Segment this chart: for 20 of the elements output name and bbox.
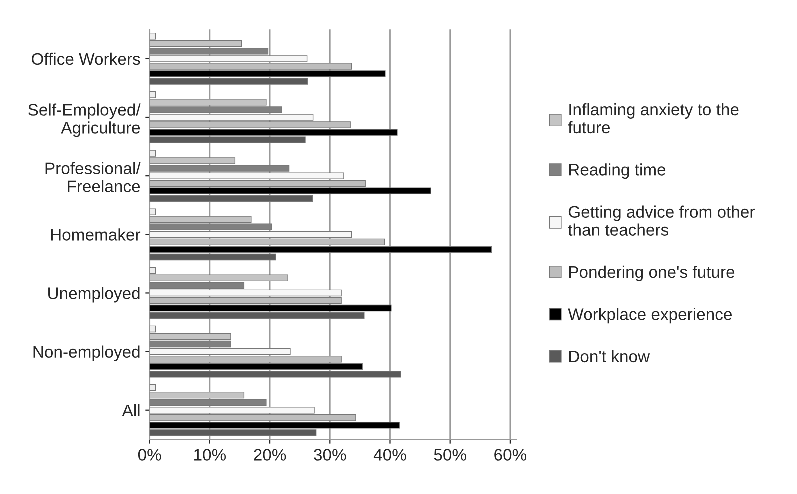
x-tick-label: 50%	[434, 449, 466, 461]
y-tick-label: Professional/ Freelance	[46, 162, 141, 192]
legend-label: Workplace experience	[568, 308, 732, 324]
legend-label: Don't know	[569, 350, 650, 363]
y-tick-label: Self-Employed/ Agriculture	[28, 104, 141, 138]
x-tick-label: 60%	[494, 449, 527, 461]
y-tick-label: Non-employed	[34, 346, 140, 362]
x-tick-label: 0%	[138, 449, 162, 461]
x-tick-label: 40%	[374, 449, 406, 461]
y-tick-label: Homemaker	[51, 228, 141, 241]
legend-label: Pondering one's future	[569, 266, 735, 282]
y-tick-label: Unemployed	[48, 287, 140, 303]
legend-label: Getting advice from other than teachers	[568, 206, 755, 236]
legend-label: Reading time	[569, 164, 666, 180]
x-tick-label: 30%	[314, 449, 346, 461]
y-tick-label: Office Workers	[32, 52, 140, 66]
y-tick-label: All	[122, 404, 140, 416]
x-tick-label: 20%	[254, 449, 286, 461]
legend-label: Inflaming anxiety to the future	[568, 103, 739, 134]
x-tick-label: 10%	[194, 449, 226, 461]
